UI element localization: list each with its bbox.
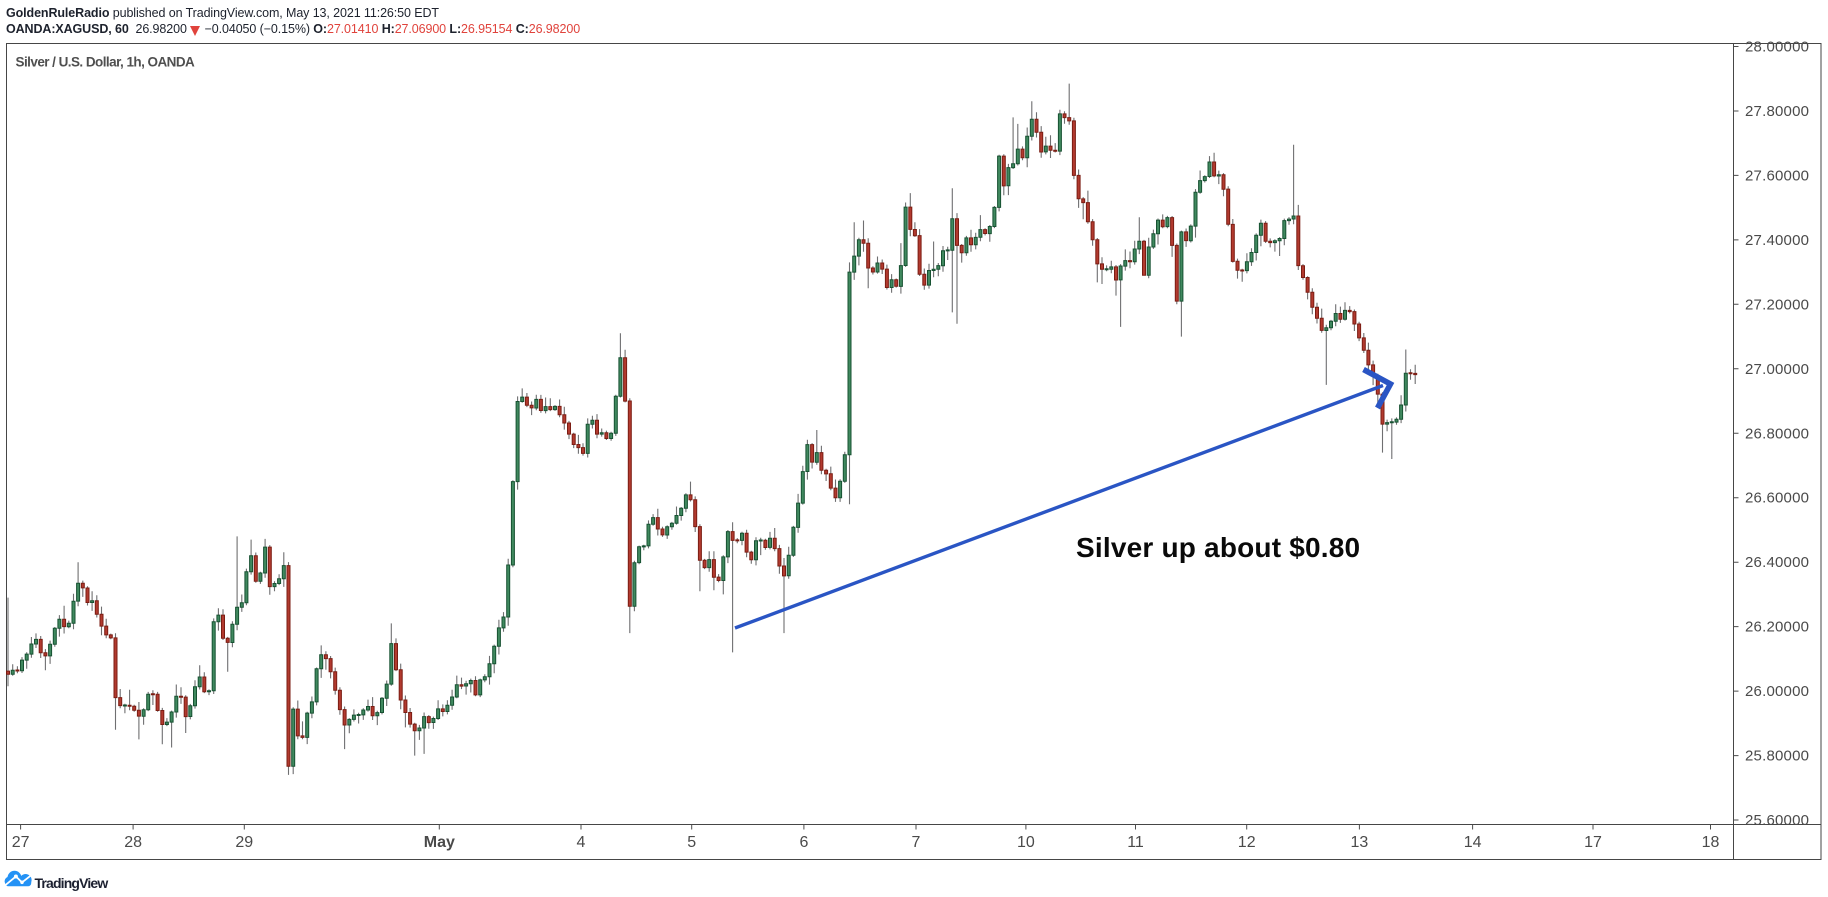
svg-text:13: 13 (1351, 834, 1369, 851)
svg-text:26.00000: 26.00000 (1745, 683, 1809, 700)
svg-text:27: 27 (12, 834, 30, 851)
svg-text:26.40000: 26.40000 (1745, 554, 1809, 571)
svg-text:TradingView: TradingView (35, 875, 109, 891)
svg-text:6: 6 (799, 834, 808, 851)
svg-text:Silver / U.S. Dollar, 1h, OAND: Silver / U.S. Dollar, 1h, OANDA (16, 55, 196, 70)
svg-text:26.80000: 26.80000 (1745, 425, 1809, 442)
svg-text:May: May (424, 834, 455, 851)
svg-text:27.80000: 27.80000 (1745, 103, 1809, 120)
svg-text:10: 10 (1017, 834, 1035, 851)
svg-text:28: 28 (124, 834, 142, 851)
svg-text:5: 5 (687, 834, 696, 851)
svg-text:26.20000: 26.20000 (1745, 619, 1809, 636)
svg-text:27.60000: 27.60000 (1745, 167, 1809, 184)
svg-text:28.00000: 28.00000 (1745, 39, 1809, 56)
svg-text:Silver up about $0.80: Silver up about $0.80 (1076, 532, 1360, 563)
svg-text:11: 11 (1127, 834, 1144, 851)
svg-text:14: 14 (1464, 834, 1482, 851)
svg-text:4: 4 (577, 834, 586, 851)
svg-text:27.00000: 27.00000 (1745, 361, 1809, 378)
svg-text:25.60000: 25.60000 (1745, 812, 1809, 829)
svg-text:18: 18 (1702, 834, 1720, 851)
svg-text:29: 29 (235, 834, 253, 851)
svg-text:27.40000: 27.40000 (1745, 232, 1809, 249)
svg-text:26.60000: 26.60000 (1745, 490, 1809, 507)
svg-text:17: 17 (1584, 834, 1602, 851)
svg-text:12: 12 (1238, 834, 1256, 851)
svg-text:7: 7 (912, 834, 921, 851)
svg-text:25.80000: 25.80000 (1745, 748, 1809, 765)
svg-text:27.20000: 27.20000 (1745, 296, 1809, 313)
